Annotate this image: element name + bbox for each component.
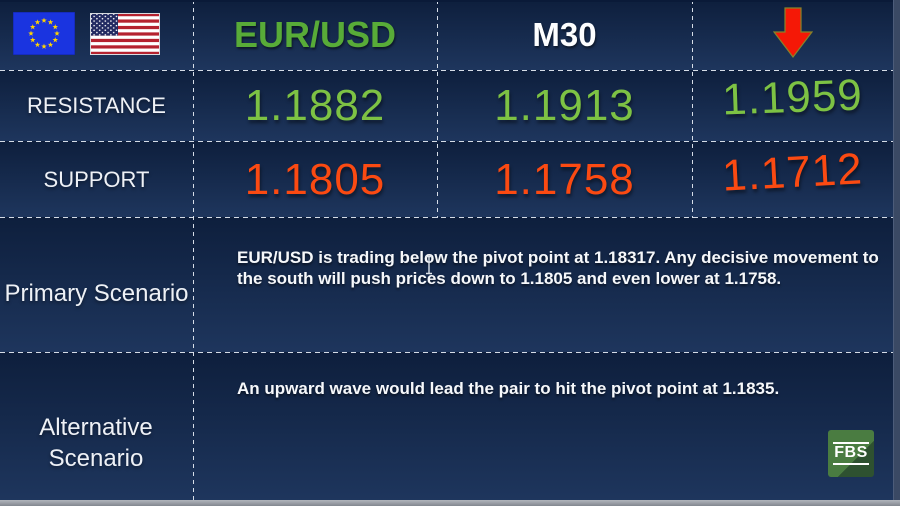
column-divider bbox=[437, 0, 438, 218]
alternative-scenario-text: An upward wave would lead the pair to hi… bbox=[237, 379, 780, 398]
alternative-row-band bbox=[0, 352, 900, 500]
row-divider bbox=[0, 352, 900, 353]
support-row-label: SUPPORT bbox=[43, 167, 150, 192]
resistance-row-label: RESISTANCE bbox=[27, 93, 166, 118]
support-value-2: 1.1758 bbox=[494, 155, 635, 204]
resistance-value-1: 1.1882 bbox=[244, 81, 386, 130]
support-row-band bbox=[0, 141, 900, 217]
alternative-scenario-label: Alternative Scenario bbox=[39, 414, 153, 472]
eu-flag-icon bbox=[13, 12, 75, 55]
window-top-edge bbox=[0, 0, 900, 2]
resistance-value-3: 1.1959 bbox=[721, 70, 864, 125]
window-right-edge bbox=[893, 0, 900, 500]
row-divider bbox=[0, 141, 900, 142]
column-divider bbox=[193, 0, 194, 500]
fbs-logo-text: FBS bbox=[833, 442, 869, 465]
text-cursor-icon bbox=[426, 255, 432, 275]
primary-row-band bbox=[0, 217, 900, 352]
window-bottom-bar bbox=[0, 500, 900, 506]
support-value-1: 1.1805 bbox=[244, 155, 386, 204]
pair-title: EUR/USD bbox=[233, 14, 397, 55]
fbs-logo: FBS bbox=[828, 430, 874, 477]
down-arrow-icon bbox=[773, 7, 813, 58]
primary-scenario-text: EUR/USD is trading below the pivot point… bbox=[237, 248, 879, 288]
row-divider bbox=[0, 217, 900, 218]
resistance-value-2: 1.1913 bbox=[494, 81, 635, 130]
primary-scenario-label: Primary Scenario bbox=[4, 280, 189, 307]
resistance-row-band bbox=[0, 70, 900, 141]
us-flag-icon bbox=[90, 13, 160, 55]
column-divider bbox=[692, 0, 693, 218]
timeframe-label: M30 bbox=[532, 16, 597, 53]
support-value-3: 1.1712 bbox=[720, 144, 864, 201]
row-divider bbox=[0, 70, 900, 71]
